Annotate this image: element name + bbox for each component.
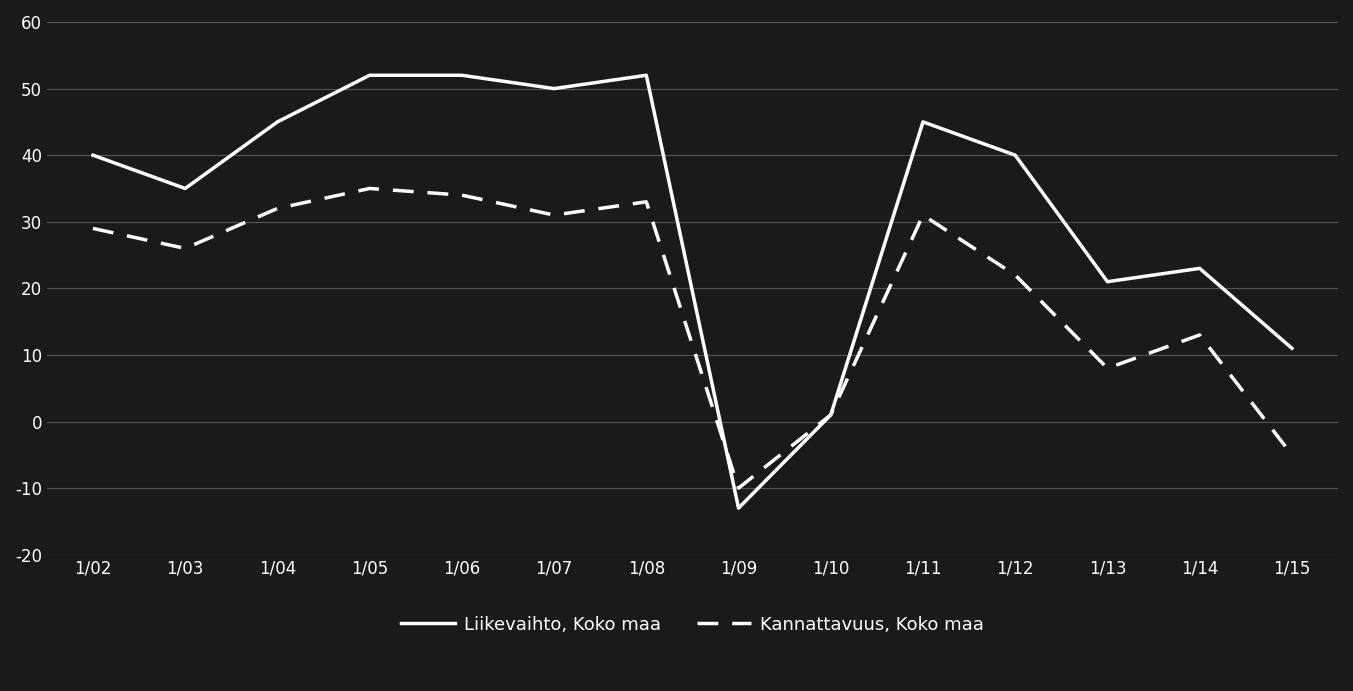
Liikevaihto, Koko maa (1007, 151, 1023, 160)
Legend: Liikevaihto, Koko maa, Kannattavuus, Koko maa: Liikevaihto, Koko maa, Kannattavuus, Kok… (394, 608, 992, 641)
Liikevaihto, Koko maa (915, 117, 931, 126)
Liikevaihto, Koko maa (1100, 278, 1116, 286)
Line: Kannattavuus, Koko maa: Kannattavuus, Koko maa (93, 189, 1292, 488)
Liikevaihto, Koko maa (639, 71, 655, 79)
Liikevaihto, Koko maa (823, 410, 839, 419)
Liikevaihto, Koko maa (547, 84, 563, 93)
Liikevaihto, Koko maa (269, 117, 285, 126)
Liikevaihto, Koko maa (361, 71, 377, 79)
Kannattavuus, Koko maa (269, 205, 285, 213)
Liikevaihto, Koko maa (1192, 264, 1208, 272)
Kannattavuus, Koko maa (639, 198, 655, 206)
Kannattavuus, Koko maa (915, 211, 931, 219)
Kannattavuus, Koko maa (453, 191, 469, 199)
Kannattavuus, Koko maa (1007, 271, 1023, 279)
Line: Liikevaihto, Koko maa: Liikevaihto, Koko maa (93, 75, 1292, 508)
Kannattavuus, Koko maa (547, 211, 563, 219)
Liikevaihto, Koko maa (177, 184, 193, 193)
Liikevaihto, Koko maa (1284, 344, 1300, 352)
Kannattavuus, Koko maa (85, 225, 101, 233)
Kannattavuus, Koko maa (1284, 451, 1300, 459)
Kannattavuus, Koko maa (731, 484, 747, 492)
Kannattavuus, Koko maa (1192, 331, 1208, 339)
Liikevaihto, Koko maa (731, 504, 747, 512)
Kannattavuus, Koko maa (823, 410, 839, 419)
Kannattavuus, Koko maa (177, 244, 193, 252)
Liikevaihto, Koko maa (85, 151, 101, 160)
Kannattavuus, Koko maa (361, 184, 377, 193)
Liikevaihto, Koko maa (453, 71, 469, 79)
Kannattavuus, Koko maa (1100, 364, 1116, 372)
